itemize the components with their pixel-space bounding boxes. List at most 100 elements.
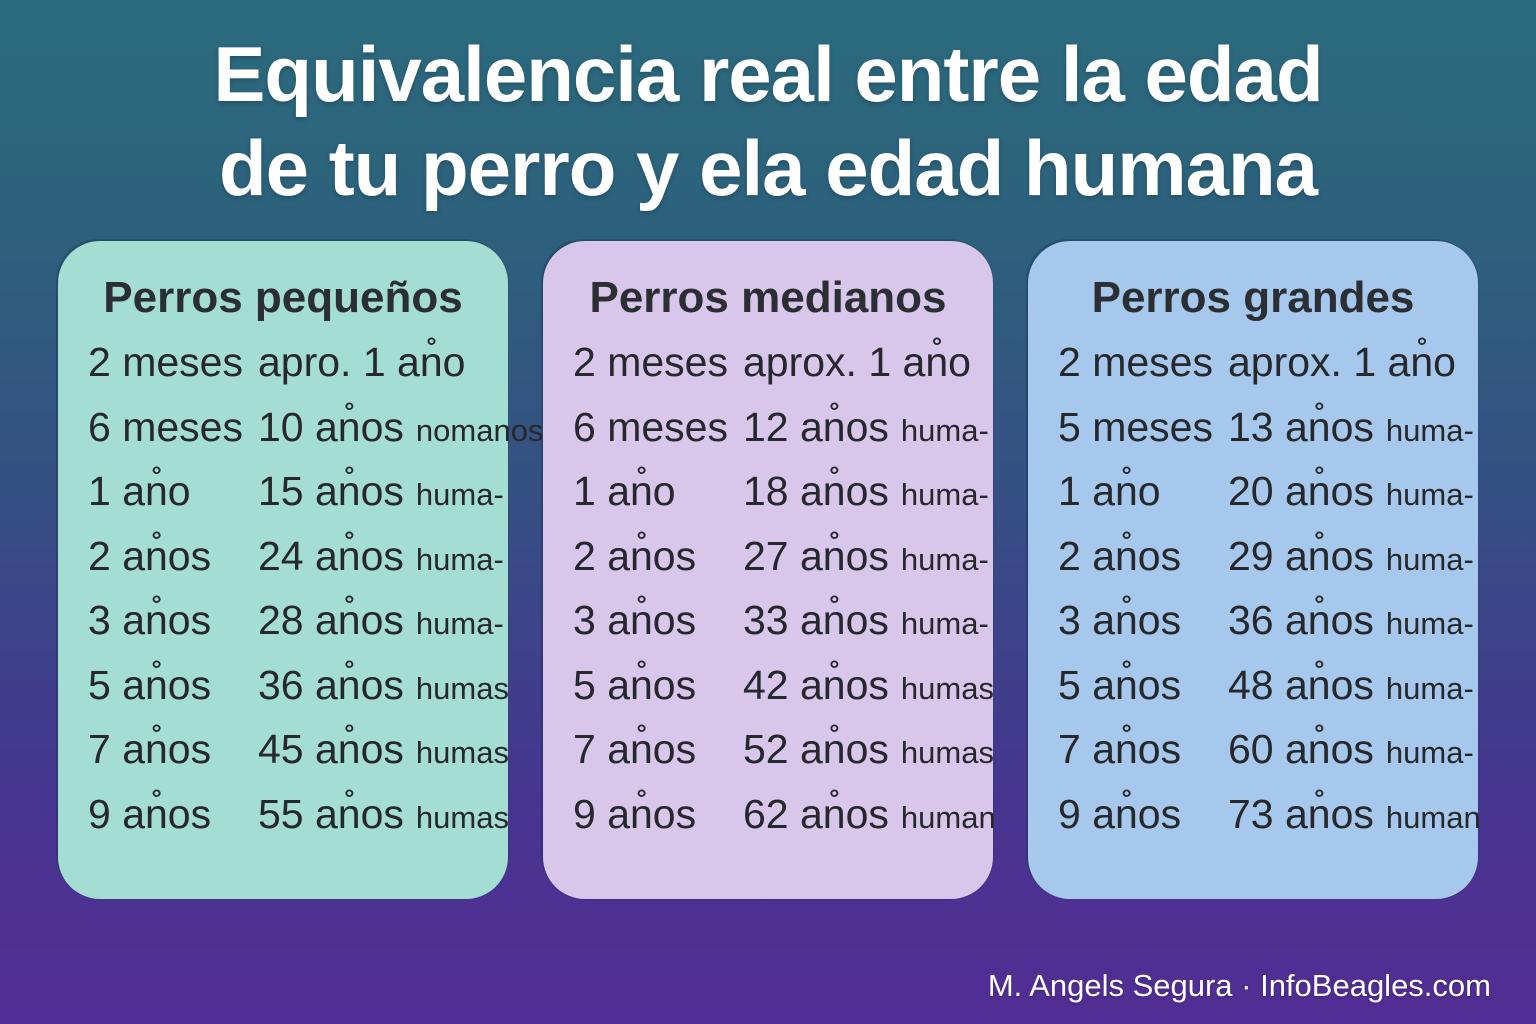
human-age-value: 13 an̊os huma- [1228, 404, 1474, 451]
human-age-suffix: huma- [1385, 541, 1474, 577]
dog-age-value: 2 an̊os [88, 532, 212, 579]
age-equivalence-table: 2 meses apro. 1 an̊o 6 meses 10 an̊os nom… [58, 339, 543, 856]
dog-size-card: Perros pequeños 2 meses apro. 1 an̊o 6 m… [58, 241, 543, 900]
human-age-suffix: huma- [415, 541, 504, 577]
human-age-suffix: huma- [900, 541, 989, 577]
age-row: 1 an̊o 20 an̊os huma- [1058, 468, 1474, 533]
human-age-main: 36 an̊os [258, 661, 404, 708]
human-age-suffix: humas [900, 670, 994, 706]
human-age-main: 29 an̊os [1228, 532, 1374, 579]
human-age-value: 42 an̊os humas [743, 662, 994, 709]
dog-age-value: 3 an̊os [88, 597, 212, 644]
human-age-value: 60 an̊os huma- [1228, 726, 1474, 773]
dog-age-value: 7 an̊os [88, 726, 212, 773]
dog-age-value: 5 an̊os [1058, 661, 1182, 708]
card-title: Perros medianos [589, 273, 947, 323]
page-title: Equivalencia real entre la edad de tu pe… [0, 0, 1536, 215]
human-age-suffix: human [1385, 799, 1481, 835]
age-equivalence-table: 2 meses aprox. 1 an̊o 6 meses 12 an̊os hu… [543, 339, 996, 856]
human-age-main: apro. 1 an̊o [258, 339, 466, 386]
human-age-suffix: huma- [415, 606, 504, 642]
human-age-main: 62 an̊os [743, 790, 889, 837]
age-row: 9 an̊os 55 an̊os humas [88, 790, 509, 856]
human-age-value: 28 an̊os huma- [258, 597, 504, 644]
human-age-value: 24 an̊os huma- [258, 533, 504, 580]
age-row: 2 meses aprox. 1 an̊o [1058, 339, 1456, 404]
age-row: 2 meses aprox. 1 an̊o [573, 339, 971, 404]
human-age-value: 48 an̊os huma- [1228, 662, 1474, 709]
dog-size-card: Perros medianos 2 meses aprox. 1 an̊o 6 … [543, 241, 996, 900]
dog-age-value: 1 an̊o [1058, 468, 1161, 515]
human-age-main: 27 an̊os [743, 532, 889, 579]
age-row: 7 an̊os 60 an̊os huma- [1058, 726, 1474, 791]
human-age-value: 36 an̊os huma- [1228, 597, 1474, 644]
dog-age-value: 1 an̊o [88, 468, 191, 515]
age-row: 9 an̊os 73 an̊os human [1058, 790, 1481, 856]
dog-age-value: 7 an̊os [573, 726, 697, 773]
age-row: 9 an̊os 62 an̊os human [573, 790, 996, 856]
dog-age-value: 9 an̊os [88, 790, 212, 837]
age-row: 5 an̊os 48 an̊os huma- [1058, 661, 1474, 727]
human-age-main: 52 an̊os [743, 726, 889, 773]
human-age-value: 45 an̊os humas [258, 726, 509, 773]
dog-size-card: Perros grandes 2 meses aprox. 1 an̊o 5 m… [1028, 241, 1481, 900]
human-age-value: 55 an̊os humas [258, 791, 509, 838]
human-age-value: 18 an̊os huma- [743, 468, 989, 515]
human-age-value: 29 an̊os huma- [1228, 533, 1474, 580]
human-age-suffix: humas [415, 799, 509, 835]
dog-age-value: 9 an̊os [1058, 790, 1182, 837]
human-age-value: 10 an̊os nomanos [258, 404, 543, 451]
human-age-value: 12 an̊os huma- [743, 404, 989, 451]
human-age-main: 28 an̊os [258, 597, 404, 644]
human-age-main: 48 an̊os [1228, 661, 1374, 708]
human-age-main: 60 an̊os [1228, 726, 1374, 773]
page-title-line-1: Equivalencia real entre la edad [213, 30, 1323, 118]
age-row: 3 an̊os 36 an̊os huma- [1058, 597, 1474, 662]
human-age-main: aprox. 1 an̊o [743, 339, 971, 386]
human-age-suffix: huma- [900, 477, 989, 513]
dog-age-value: 3 an̊os [573, 597, 697, 644]
age-row: 3 an̊os 33 an̊os huma- [573, 597, 989, 662]
human-age-suffix: huma- [1385, 735, 1474, 771]
dog-age-value: 5 an̊os [88, 661, 212, 708]
age-row: 1 an̊o 15 an̊os huma- [88, 468, 504, 533]
human-age-main: 15 an̊os [258, 468, 404, 515]
human-age-suffix: huma- [900, 606, 989, 642]
dog-age-value: 2 meses [1058, 339, 1213, 386]
human-age-main: 36 an̊os [1228, 597, 1374, 644]
dog-age-value: 2 meses [573, 339, 728, 386]
human-age-suffix: humas [900, 735, 994, 771]
human-age-value: apro. 1 an̊o [258, 339, 465, 386]
human-age-main: 33 an̊os [743, 597, 889, 644]
human-age-value: 15 an̊os huma- [258, 468, 504, 515]
human-age-value: 33 an̊os huma- [743, 597, 989, 644]
age-row: 7 an̊os 45 an̊os humas [88, 726, 509, 791]
human-age-suffix: huma- [1385, 412, 1474, 448]
human-age-main: aprox. 1 an̊o [1228, 339, 1456, 386]
human-age-main: 24 an̊os [258, 532, 404, 579]
human-age-suffix: huma- [900, 412, 989, 448]
card-title: Perros grandes [1091, 273, 1415, 323]
human-age-value: 20 an̊os huma- [1228, 468, 1474, 515]
human-age-suffix: huma- [415, 477, 504, 513]
dog-age-value: 5 an̊os [573, 661, 697, 708]
human-age-main: 13 an̊os [1228, 403, 1374, 450]
dog-age-value: 3 an̊os [1058, 597, 1182, 644]
human-age-main: 45 an̊os [258, 726, 404, 773]
human-age-suffix: huma- [1385, 670, 1474, 706]
human-age-suffix: humas [415, 735, 509, 771]
dog-age-value: 6 meses [573, 403, 728, 450]
dog-age-value: 5 meses [1058, 403, 1213, 450]
credit-text: M. Angels Segura · InfoBeagles.com [987, 968, 1491, 1003]
human-age-value: 52 an̊os humas [743, 726, 994, 773]
dog-age-value: 2 an̊os [1058, 532, 1182, 579]
age-row: 7 an̊os 52 an̊os humas [573, 726, 994, 791]
age-row: 6 meses 12 an̊os huma- [573, 403, 989, 469]
human-age-value: 27 an̊os huma- [743, 533, 989, 580]
human-age-main: 55 an̊os [258, 790, 404, 837]
age-row: 1 an̊o 18 an̊os huma- [573, 468, 989, 533]
dog-age-value: 6 meses [88, 403, 243, 450]
dog-age-value: 2 an̊os [573, 532, 697, 579]
human-age-main: 10 an̊os [258, 403, 404, 450]
dog-age-value: 1 an̊o [573, 468, 676, 515]
